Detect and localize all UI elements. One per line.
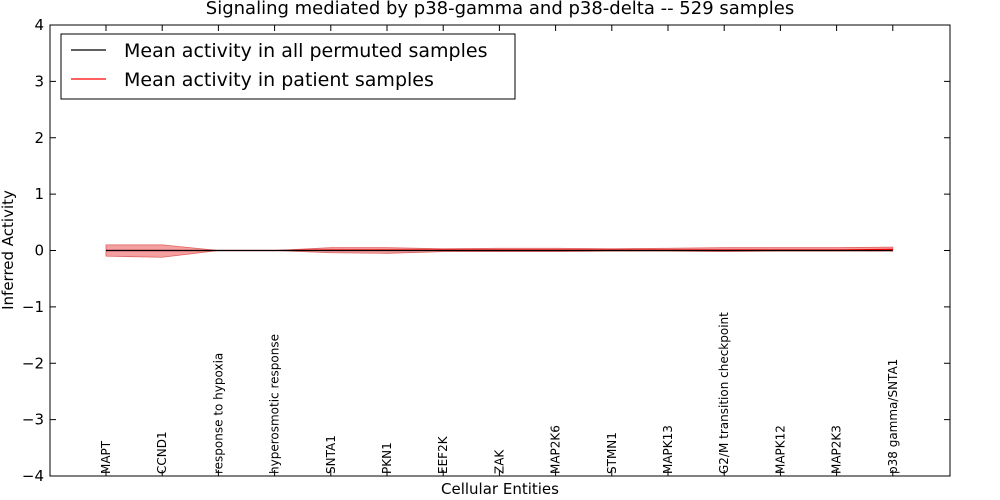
y-tick-label: 3 [34, 72, 44, 90]
y-axis-ticks: −4 −3 −2 −1 0 1 2 3 4 [22, 16, 950, 485]
y-axis-label: Inferred Activity [0, 190, 17, 310]
x-tick-label: MAP2K3 [830, 425, 844, 474]
x-tick-label: STMN1 [605, 432, 619, 474]
x-tick-label: MAP2K6 [549, 425, 563, 474]
x-tick-label: G2/M transition checkpoint [717, 312, 731, 474]
x-tick-label: MAPK12 [773, 425, 787, 474]
x-tick-label: p38 gamma/SNTA1 [886, 359, 900, 474]
y-tick-label: −4 [22, 467, 44, 485]
legend-box [60, 33, 516, 100]
legend-label-patient: Mean activity in patient samples [124, 69, 434, 91]
x-tick-label: EEF2K [436, 435, 450, 474]
plot-frame [49, 24, 951, 477]
y-tick-label: −3 [22, 411, 44, 429]
y-tick-label: 2 [34, 129, 44, 147]
x-tick-label: CCND1 [155, 431, 169, 474]
x-tick-label: MAPT [99, 440, 113, 474]
y-tick-label: −1 [22, 298, 44, 316]
x-tick-label: SNTA1 [324, 435, 338, 474]
x-tick-label: ZAK [492, 449, 506, 474]
y-tick-label: 1 [34, 185, 44, 203]
x-axis-label: Cellular Entities [441, 480, 559, 498]
y-tick-label: 0 [34, 242, 44, 260]
y-tick-label: 4 [34, 16, 44, 34]
y-tick-label: −2 [22, 354, 44, 372]
x-tick-label: hyperosmotic response [268, 334, 282, 474]
legend: Mean activity in all permuted samples Me… [60, 33, 516, 100]
x-tick-label: MAPK13 [661, 425, 675, 474]
chart-title: Signaling mediated by p38-gamma and p38-… [206, 0, 794, 19]
x-tick-label: response to hypoxia [211, 353, 225, 474]
x-axis-ticks: MAPT CCND1 response to hypoxia hyperosmotic… [99, 25, 900, 476]
x-tick-label: PKN1 [380, 442, 394, 474]
series-lines [106, 248, 893, 252]
legend-label-permuted: Mean activity in all permuted samples [124, 40, 487, 62]
